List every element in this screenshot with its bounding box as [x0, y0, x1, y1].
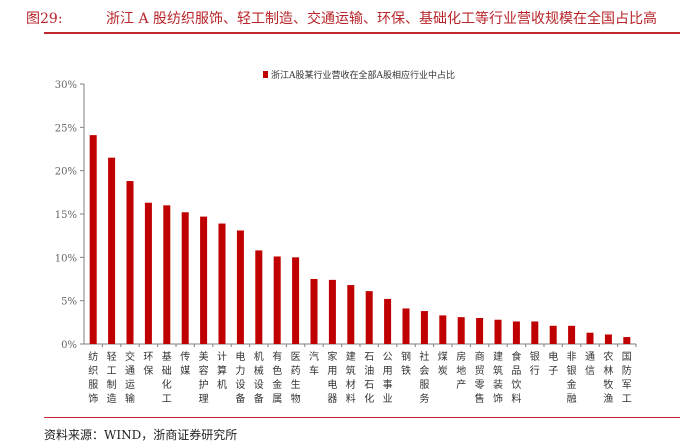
- bar: [108, 157, 116, 344]
- bar: [512, 321, 520, 344]
- x-tick-label: 煤炭: [438, 350, 448, 377]
- bar: [273, 256, 281, 344]
- bar: [586, 332, 594, 344]
- bar: [549, 325, 557, 344]
- figure-title: 浙江 A 股纺织服饰、轻工制造、交通运输、环保、基础化工等行业营收规模在全国占比…: [106, 11, 658, 27]
- x-tick-label: 农林牧渔: [603, 350, 613, 405]
- top-divider: [44, 32, 680, 34]
- x-tick-label: 交通运输: [125, 350, 135, 405]
- x-tick-label: 电力设备: [235, 350, 245, 405]
- bar: [568, 325, 576, 344]
- y-tick-label: 0%: [61, 340, 77, 351]
- y-tick-label: 10%: [55, 253, 77, 264]
- x-tick-label: 轻工制造: [107, 350, 117, 405]
- bar: [531, 321, 539, 344]
- x-tick-label: 社会服务: [419, 350, 429, 405]
- bar: [89, 135, 97, 344]
- bar: [328, 279, 336, 344]
- x-tick-label: 纺织服饰: [88, 350, 98, 405]
- bar: [310, 279, 318, 344]
- bar: [494, 319, 502, 344]
- source-note: 资料来源：WIND，浙商证券研究所: [44, 428, 238, 442]
- bar-chart: 0% 5% 10% 15% 20% 25% 30% 浙江A股某行业营收在全部A股相应行业中占比…: [55, 69, 637, 405]
- x-tick-label: 传媒: [180, 351, 190, 377]
- x-tick-label: 环保: [143, 352, 153, 377]
- x-tick-label: 房地产: [456, 350, 466, 391]
- x-tick-label: 银行: [530, 350, 540, 377]
- x-tick-label: 机械设备: [254, 350, 264, 405]
- x-tick-label: 汽车: [309, 350, 319, 377]
- x-tick-label: 钢铁: [401, 350, 411, 377]
- legend-swatch: [263, 71, 268, 78]
- bar: [163, 205, 171, 344]
- x-tick-label: 家用电器: [327, 350, 337, 405]
- x-tick-label: 通信: [585, 351, 595, 377]
- y-tick-label: 25%: [55, 123, 77, 134]
- x-tick-label: 公用事业: [383, 352, 393, 405]
- figure-header: 图29: 浙江 A 股纺织服饰、轻工制造、交通运输、环保、基础化工等行业营收规模…: [8, 2, 678, 32]
- x-tick-label: 有色金属: [272, 350, 282, 405]
- x-tick-label: 基础化工: [162, 350, 172, 405]
- bar: [236, 230, 244, 344]
- x-tick-label: 医药生物: [291, 351, 301, 405]
- x-tick-label: 建筑装饰: [493, 350, 503, 405]
- legend-label: 浙江A股某行业营收在全部A股相应行业中占比: [271, 69, 455, 81]
- bar: [439, 315, 447, 344]
- bar: [457, 317, 465, 344]
- bar: [144, 202, 152, 344]
- bar: [292, 257, 300, 344]
- figure-number: 图29:: [26, 11, 63, 27]
- y-tick-label: 15%: [55, 210, 77, 221]
- x-tick-label: 计算机: [217, 350, 227, 391]
- bar: [365, 291, 373, 344]
- bar: [181, 212, 189, 344]
- bottom-divider: [44, 417, 680, 418]
- x-tick-label: 美容护理: [199, 350, 209, 405]
- x-tick-label: 电子: [548, 350, 558, 377]
- bar: [384, 298, 392, 344]
- bar: [604, 334, 612, 344]
- bar: [347, 285, 355, 344]
- x-tick-label: 建筑材料: [346, 350, 356, 405]
- bar: [623, 337, 631, 344]
- bar: [200, 216, 208, 344]
- bar: [255, 250, 263, 344]
- bar: [420, 311, 428, 344]
- x-tick-label: 食品饮料: [511, 350, 521, 405]
- y-tick-label: 30%: [55, 80, 77, 91]
- bar: [402, 308, 410, 344]
- y-tick-label: 5%: [61, 297, 77, 308]
- x-tick-label: 商贸零售: [475, 350, 485, 405]
- bar: [126, 181, 134, 344]
- y-tick-label: 20%: [55, 167, 77, 178]
- x-tick-label: 石油石化: [364, 352, 374, 405]
- bar: [218, 223, 226, 344]
- bar: [476, 318, 484, 344]
- x-tick-label: 非银金融: [567, 351, 577, 405]
- x-tick-label: 国防军工: [622, 351, 632, 405]
